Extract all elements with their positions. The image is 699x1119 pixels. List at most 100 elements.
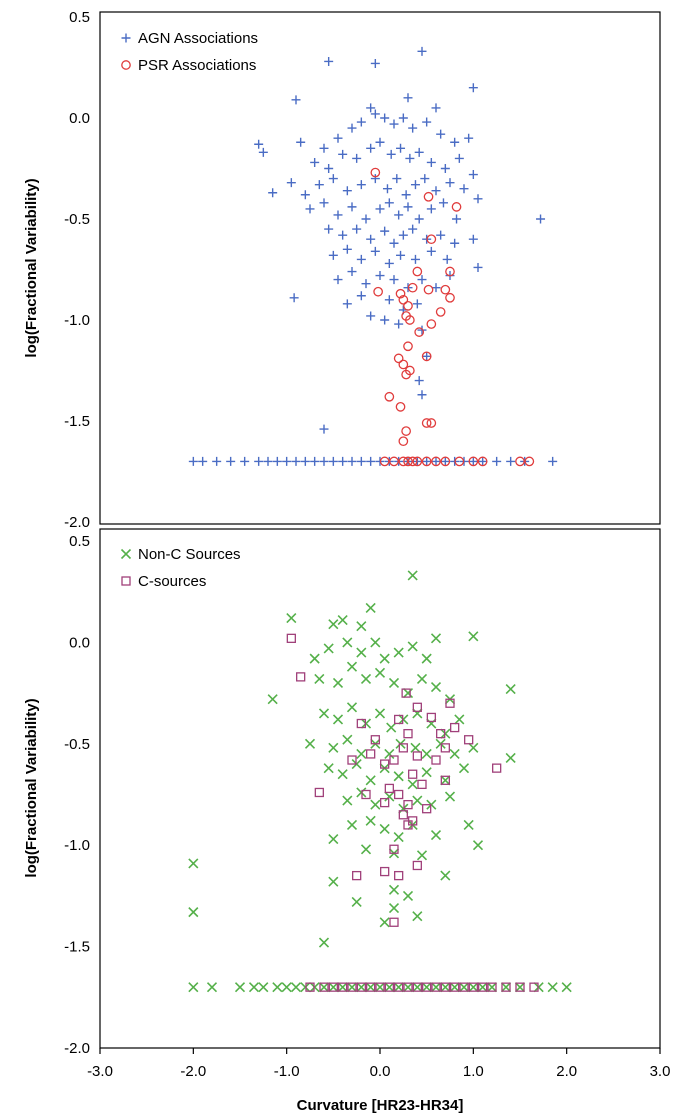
circle-point xyxy=(395,288,406,299)
x-point xyxy=(360,844,372,855)
x-point xyxy=(332,677,344,689)
plus-point xyxy=(403,93,413,103)
x-point xyxy=(351,759,362,770)
x-point xyxy=(430,982,442,993)
plus-point xyxy=(394,319,404,329)
x-point xyxy=(430,681,442,693)
circle-point xyxy=(389,456,399,467)
plus-point xyxy=(324,56,334,66)
square-point xyxy=(412,860,422,871)
plus-point xyxy=(366,103,376,113)
square-point xyxy=(314,787,324,798)
legend-label: C-sources xyxy=(138,573,206,590)
circle-point xyxy=(401,426,411,436)
x-point xyxy=(416,673,428,684)
circle-point xyxy=(373,286,383,297)
circle-point xyxy=(515,456,525,467)
plus-point xyxy=(347,202,357,212)
circle-point xyxy=(477,456,488,467)
square-point xyxy=(487,982,497,992)
circle-point xyxy=(384,391,395,402)
x-point xyxy=(370,799,381,810)
square-point xyxy=(464,735,474,745)
x-point xyxy=(342,734,353,745)
legend-plus-icon xyxy=(121,33,131,43)
circle-point xyxy=(398,456,409,467)
plus-point xyxy=(492,456,502,466)
x-point xyxy=(234,982,246,993)
circle-point xyxy=(398,359,409,370)
x-point xyxy=(388,903,400,914)
x-point xyxy=(477,982,488,993)
panel-top-agn-psr: 0.5 0.0 -0.5 -1.0 -1.5 -2.0 log(Fractional Va… xyxy=(23,9,661,531)
circle-point xyxy=(524,456,535,467)
plot-frame-bottom xyxy=(99,528,661,1049)
plus-point xyxy=(417,390,427,400)
square-point xyxy=(515,982,525,992)
plus-point xyxy=(286,178,296,188)
x-point xyxy=(360,673,372,684)
plus-point xyxy=(473,194,483,204)
plus-point xyxy=(263,456,273,466)
x-point xyxy=(505,752,516,764)
plus-point xyxy=(380,315,390,325)
x-point xyxy=(188,858,199,869)
x-tick-label: 0.0 xyxy=(370,1063,391,1080)
x-point xyxy=(356,621,367,632)
plus-point xyxy=(347,456,357,466)
x-point xyxy=(188,982,199,993)
x-point xyxy=(449,982,460,993)
square-point xyxy=(286,633,296,643)
plus-point xyxy=(338,149,348,159)
plus-point xyxy=(342,299,352,309)
x-point xyxy=(426,799,437,810)
plus-point xyxy=(333,133,343,143)
square-point xyxy=(426,712,436,723)
plus-point xyxy=(450,137,460,147)
y-tick-label: -0.5 xyxy=(64,736,90,753)
plus-point xyxy=(384,295,394,305)
plus-point xyxy=(375,137,385,147)
x-point xyxy=(365,602,376,613)
circle-point xyxy=(426,234,437,245)
x-point xyxy=(304,738,316,749)
square-point xyxy=(394,870,404,881)
plus-point xyxy=(338,456,348,466)
circle-point xyxy=(426,319,437,329)
plus-point xyxy=(440,456,450,466)
plus-point xyxy=(408,224,418,234)
x-point xyxy=(561,982,572,993)
scatter-marks-top xyxy=(188,46,558,467)
circle-point xyxy=(445,292,455,303)
plus-point xyxy=(352,224,362,234)
square-point xyxy=(492,763,502,773)
x-point xyxy=(384,791,395,802)
x-point xyxy=(342,637,353,648)
plot-frame-top xyxy=(99,11,661,525)
plus-point xyxy=(468,83,478,93)
square-point xyxy=(394,789,404,800)
legend-x-icon xyxy=(120,548,132,560)
x-point xyxy=(384,748,395,760)
x-point xyxy=(188,907,199,918)
x-point xyxy=(365,815,376,826)
x-point xyxy=(379,653,390,664)
x-point xyxy=(412,911,423,922)
square-point xyxy=(408,769,418,779)
circle-point xyxy=(421,351,432,362)
plus-point xyxy=(254,139,264,149)
circle-point xyxy=(401,369,411,380)
plus-point xyxy=(361,214,371,224)
plus-point xyxy=(254,456,264,466)
x-point xyxy=(393,771,404,782)
square-point xyxy=(440,982,450,992)
square-point xyxy=(389,844,399,854)
circle-point xyxy=(445,266,455,277)
x-point xyxy=(412,708,423,719)
plus-point xyxy=(431,456,441,466)
square-point xyxy=(436,729,446,739)
plus-point xyxy=(370,109,380,119)
plus-point xyxy=(414,214,424,224)
x-point xyxy=(272,982,283,993)
x-point xyxy=(258,982,269,993)
